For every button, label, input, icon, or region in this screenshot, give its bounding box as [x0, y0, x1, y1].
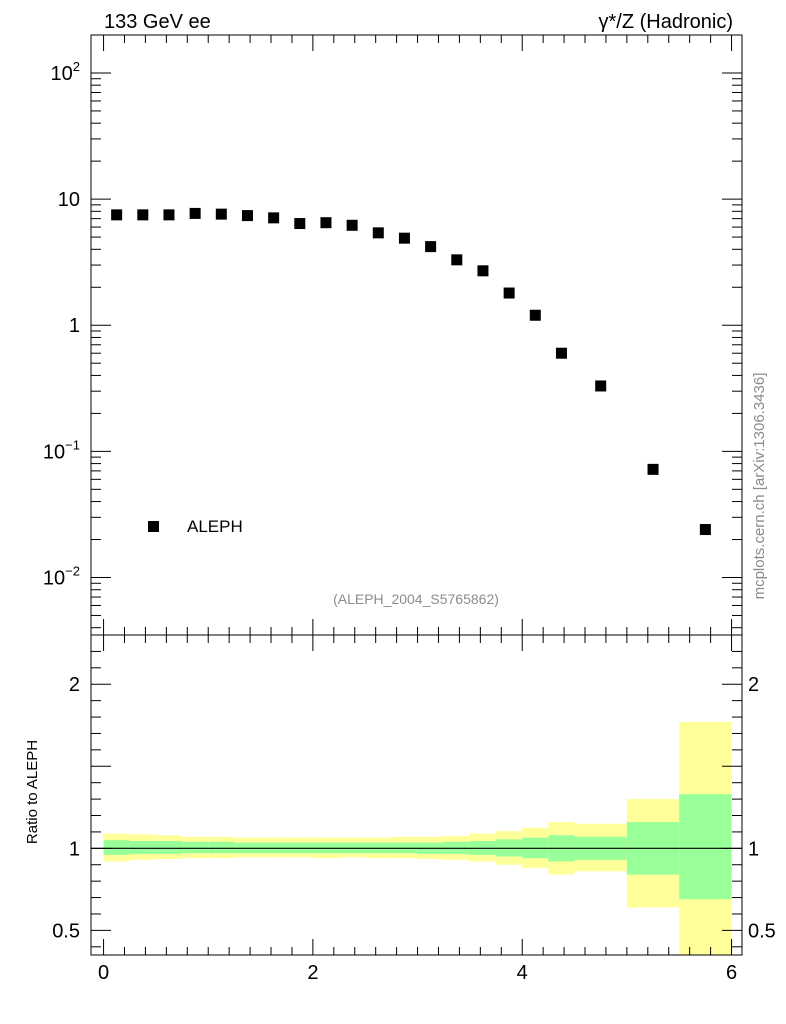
y-tick-label-lower-left-0: 0.5 — [52, 920, 80, 942]
inner-band-2 — [155, 840, 183, 855]
upper-x-ticks — [103, 35, 733, 635]
ratio-y-label: Ratio to ALEPH — [24, 740, 41, 844]
data-point-20 — [699, 524, 711, 536]
y-tick-label-upper-3: 10 — [58, 189, 80, 211]
legend-label-aleph: ALEPH — [187, 517, 243, 536]
title-left: 133 GeV ee — [104, 11, 211, 33]
y-tick-label-lower-right-0: 0.5 — [748, 920, 776, 942]
data-point-9 — [346, 219, 358, 231]
data-point-2 — [163, 209, 175, 221]
upper-panel — [90, 34, 743, 636]
data-point-18 — [595, 380, 607, 392]
inner-band-20 — [679, 794, 732, 900]
data-point-12 — [425, 241, 437, 253]
y-tick-label-upper-2: 1 — [69, 315, 80, 337]
data-point-15 — [503, 287, 515, 299]
upper-y-tick-labels: 10−2 10−1 1 10 102 — [43, 59, 80, 590]
x-tick-label-0: 0 — [98, 962, 109, 984]
data-point-5 — [241, 210, 253, 222]
upper-markers — [111, 207, 711, 536]
y-tick-label-lower-left-2: 2 — [69, 674, 80, 696]
y-tick-label-lower-right-2: 2 — [748, 674, 759, 696]
data-point-3 — [189, 207, 201, 219]
y-tick-label-lower-right-1: 1 — [748, 838, 759, 860]
legend-marker-aleph — [148, 521, 159, 532]
y-tick-label-lower-left-1: 1 — [69, 838, 80, 860]
x-tick-label-3: 6 — [726, 962, 737, 984]
data-point-7 — [294, 218, 306, 230]
lower-y-ticks — [91, 634, 742, 948]
title-right: γ*/Z (Hadronic) — [599, 11, 733, 33]
data-point-11 — [398, 232, 410, 244]
lower-x-ticks — [103, 635, 733, 955]
data-point-0 — [111, 209, 123, 221]
data-point-1 — [137, 209, 149, 221]
data-point-13 — [451, 254, 463, 266]
side-label: mcplots.cern.ch [arXiv:1306.3436] — [751, 373, 768, 600]
inner-band-0 — [103, 840, 130, 855]
x-tick-labels: 0 2 4 6 — [98, 962, 737, 984]
y-tick-label-upper-0: 10−2 — [43, 563, 80, 589]
inner-band-3 — [182, 841, 209, 854]
data-point-19 — [647, 463, 659, 475]
y-tick-label-upper-1: 10−1 — [43, 437, 80, 463]
legend: ALEPH — [148, 517, 243, 536]
reference-label: (ALEPH_2004_S5765862) — [333, 591, 499, 607]
x-tick-label-1: 2 — [307, 962, 318, 984]
upper-y-ticks — [91, 34, 742, 629]
data-point-17 — [555, 347, 567, 359]
lower-y-tick-labels: 0.5 0.5 1 1 2 2 — [52, 674, 776, 942]
data-point-4 — [215, 208, 227, 220]
data-point-14 — [477, 265, 489, 277]
y-tick-label-upper-4: 102 — [51, 59, 80, 85]
data-point-8 — [320, 217, 332, 229]
inner-band-4 — [208, 841, 235, 854]
data-point-16 — [529, 309, 541, 321]
data-point-10 — [372, 227, 384, 239]
data-point-6 — [268, 212, 280, 224]
lower-panel — [90, 634, 743, 956]
lower-frame — [90, 634, 743, 956]
x-tick-label-2: 4 — [517, 962, 528, 984]
inner-band-1 — [129, 840, 156, 855]
